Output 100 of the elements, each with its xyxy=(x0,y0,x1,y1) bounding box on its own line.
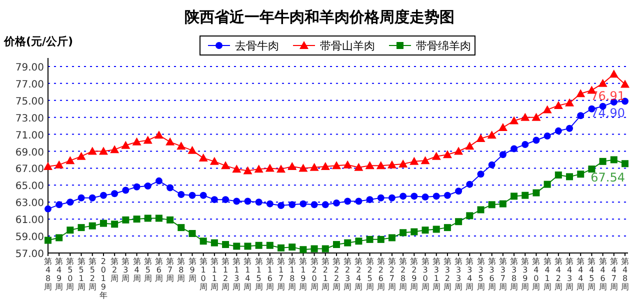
point xyxy=(432,192,440,200)
x-tick-label: 第48周 xyxy=(44,257,52,292)
x-tick-label: 第52周 xyxy=(88,257,96,292)
point xyxy=(144,182,152,190)
point xyxy=(122,216,130,224)
point xyxy=(609,70,618,78)
point xyxy=(188,230,196,237)
x-tick-label: 第36周 xyxy=(488,257,496,292)
x-tick-label: 第12周 xyxy=(222,257,230,292)
x-tick-label: 第28周 xyxy=(399,257,408,292)
point xyxy=(477,206,484,214)
point xyxy=(432,226,440,233)
point xyxy=(554,100,563,109)
point xyxy=(410,228,418,236)
point xyxy=(310,201,318,208)
point xyxy=(54,160,64,168)
y-tick-label: 77.00 xyxy=(15,79,44,90)
point xyxy=(520,112,530,121)
x-tick-label: 第21周 xyxy=(321,257,330,292)
point xyxy=(522,192,529,199)
point xyxy=(210,196,218,204)
point xyxy=(499,200,506,208)
point xyxy=(255,242,262,249)
point xyxy=(554,172,562,178)
point xyxy=(577,170,584,178)
point xyxy=(254,164,264,173)
point xyxy=(354,162,364,171)
point xyxy=(100,220,107,227)
point xyxy=(265,164,274,172)
x-tick-label: 第25周 xyxy=(366,257,374,292)
point xyxy=(132,137,142,146)
point xyxy=(598,78,608,87)
point xyxy=(232,164,242,173)
point xyxy=(210,156,219,165)
point xyxy=(78,194,85,202)
y-tick-label: 71.00 xyxy=(15,130,44,142)
point xyxy=(488,161,496,168)
point xyxy=(300,200,307,208)
point xyxy=(88,146,97,155)
y-tick-label: 69.00 xyxy=(15,147,44,158)
x-tick-label: 第3周 xyxy=(122,257,130,283)
point xyxy=(487,130,496,139)
x-tick-label: 第24周 xyxy=(354,257,363,292)
x-tick-label: 第35周 xyxy=(476,257,485,292)
x-tick-label: 第16周 xyxy=(266,257,274,292)
point xyxy=(110,145,120,154)
point xyxy=(56,234,63,242)
point xyxy=(166,216,174,224)
point xyxy=(310,162,319,171)
point xyxy=(444,224,451,232)
point xyxy=(344,198,352,205)
x-tick-label: 第31周 xyxy=(432,257,440,292)
y-tick-label: 59.00 xyxy=(15,232,44,244)
point xyxy=(510,145,518,152)
point xyxy=(133,216,140,223)
point xyxy=(477,170,484,178)
x-tick-label: 第40周 xyxy=(532,257,540,292)
x-tick-label: 第49周 xyxy=(55,257,64,292)
point xyxy=(155,177,162,184)
point xyxy=(66,156,75,164)
point xyxy=(111,220,118,228)
point xyxy=(532,136,540,144)
point xyxy=(222,241,230,248)
point xyxy=(300,246,307,254)
x-tick-label: 第33周 xyxy=(454,257,463,292)
point xyxy=(499,151,506,158)
x-tick-label: 第29周 xyxy=(410,257,418,292)
point xyxy=(100,192,107,199)
point xyxy=(476,134,486,142)
point xyxy=(155,214,162,222)
point xyxy=(276,164,286,173)
x-tick-label: 第10周 xyxy=(199,257,208,292)
x-tick-label: 第44周 xyxy=(576,257,585,292)
point xyxy=(178,191,185,198)
point xyxy=(221,161,230,170)
point xyxy=(455,188,462,195)
data-label: 67.54 xyxy=(590,170,625,185)
point xyxy=(599,158,606,165)
point xyxy=(387,160,396,168)
point xyxy=(422,226,429,234)
point xyxy=(78,224,85,232)
point xyxy=(388,194,396,202)
point xyxy=(200,238,207,245)
point xyxy=(288,162,297,170)
point xyxy=(322,245,329,252)
point xyxy=(166,137,175,146)
x-tick-label: 第15周 xyxy=(254,257,263,292)
x-tick-label: 第51周 xyxy=(77,257,86,292)
y-tick-label: 75.00 xyxy=(15,96,44,108)
chart-title: 陕西省近一年牛肉和羊肉价格周度走势图 xyxy=(184,8,454,26)
point xyxy=(498,123,508,132)
x-tick-label: 第13周 xyxy=(232,257,241,292)
point xyxy=(66,226,74,234)
x-tick-label: 第38周 xyxy=(510,257,518,292)
point xyxy=(188,146,197,154)
legend-label: 带骨绵羊肉 xyxy=(416,40,471,52)
point xyxy=(442,150,452,158)
point xyxy=(455,218,462,226)
point xyxy=(522,140,529,148)
point xyxy=(622,160,628,168)
